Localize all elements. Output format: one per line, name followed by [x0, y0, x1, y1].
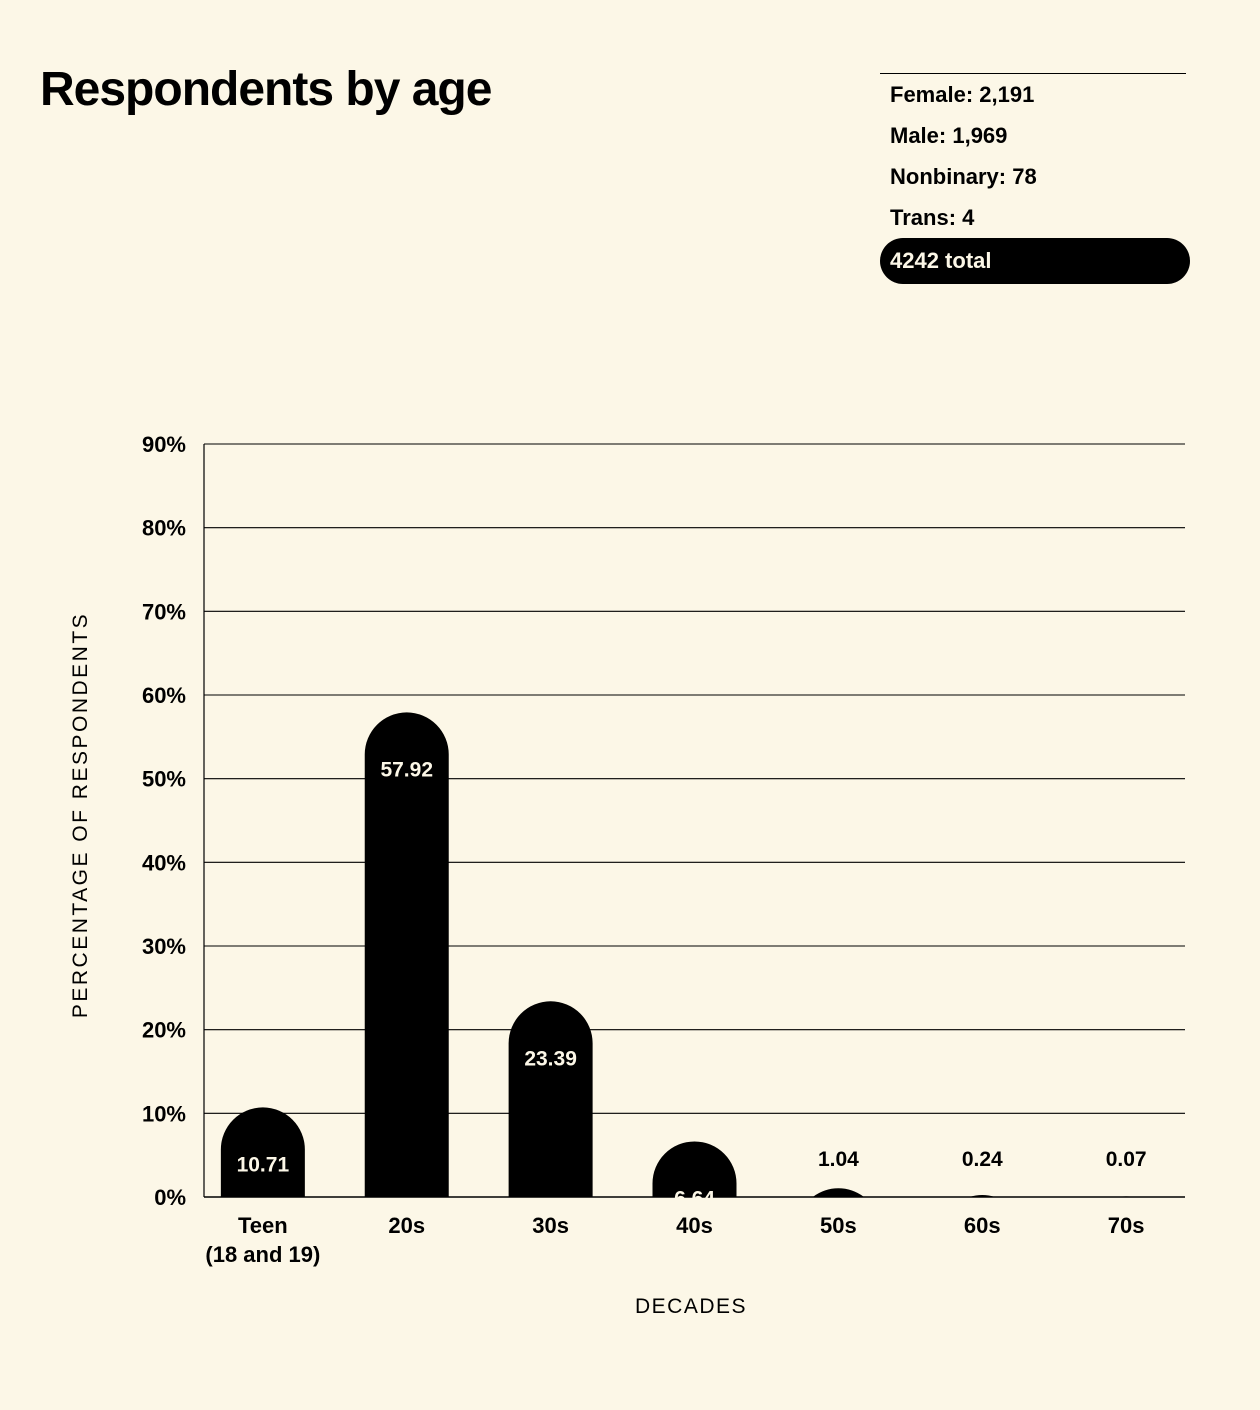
grid-lines: [203, 443, 1185, 1198]
bar-value-label: 6.64: [674, 1187, 715, 1210]
bar: [812, 1188, 864, 1197]
bar-value-label: 10.71: [237, 1153, 290, 1176]
x-axis-label: DECADES: [635, 1295, 747, 1318]
chart-title: Respondents by age: [40, 63, 492, 116]
bar-value-label: 57.92: [380, 758, 433, 781]
summary-divider: [880, 73, 1186, 74]
x-tick-label: (18 and 19): [205, 1242, 320, 1267]
bar: [508, 1001, 593, 1197]
y-axis-ticks: 0% 10% 20% 30% 40% 50% 60% 70% 80% 90%: [142, 432, 186, 1210]
y-tick-label: 50%: [142, 767, 186, 792]
summary-nonbinary: Nonbinary: 78: [890, 164, 1037, 189]
summary-female: Female: 2,191: [890, 82, 1035, 107]
x-tick-label: Teen: [238, 1213, 288, 1238]
x-tick-label: 60s: [964, 1213, 1001, 1238]
y-tick-label: 0%: [154, 1185, 186, 1210]
y-axis-label: PERCENTAGE OF RESPONDENTS: [69, 612, 92, 1018]
bar-value-label: 23.39: [524, 1047, 577, 1070]
y-tick-label: 60%: [142, 683, 186, 708]
y-tick-label: 80%: [142, 516, 186, 541]
bar: [652, 1141, 737, 1197]
y-tick-label: 30%: [142, 934, 186, 959]
y-tick-label: 70%: [142, 599, 186, 624]
summary-male: Male: 1,969: [890, 123, 1008, 148]
x-tick-label: 70s: [1108, 1213, 1145, 1238]
y-tick-label: 10%: [142, 1101, 186, 1126]
x-tick-label: 50s: [820, 1213, 857, 1238]
y-tick-label: 20%: [142, 1018, 186, 1043]
bar-value-label: 1.04: [818, 1148, 859, 1171]
bar: [220, 1107, 305, 1197]
bar-value-label: 0.24: [962, 1148, 1003, 1171]
bar-value-label: 0.07: [1106, 1148, 1147, 1171]
x-tick-label: 30s: [532, 1213, 569, 1238]
respondent-summary: Female: 2,191 Male: 1,969 Nonbinary: 78 …: [880, 73, 1190, 284]
bar: [364, 712, 449, 1197]
y-tick-label: 90%: [142, 432, 186, 457]
bar: [1119, 1196, 1134, 1197]
bars: 10.71 57.92 23.39 6.64 1.04 0.24 0.07: [220, 712, 1147, 1210]
x-tick-label: 20s: [388, 1213, 425, 1238]
bar: [969, 1194, 996, 1197]
summary-trans: Trans: 4: [890, 205, 975, 230]
y-tick-label: 40%: [142, 850, 186, 875]
x-axis-categories: Teen (18 and 19) 20s 30s 40s 50s 60s 70s: [205, 1213, 1144, 1267]
x-tick-label: 40s: [676, 1213, 713, 1238]
summary-total-badge: 4242 total: [880, 238, 1190, 284]
